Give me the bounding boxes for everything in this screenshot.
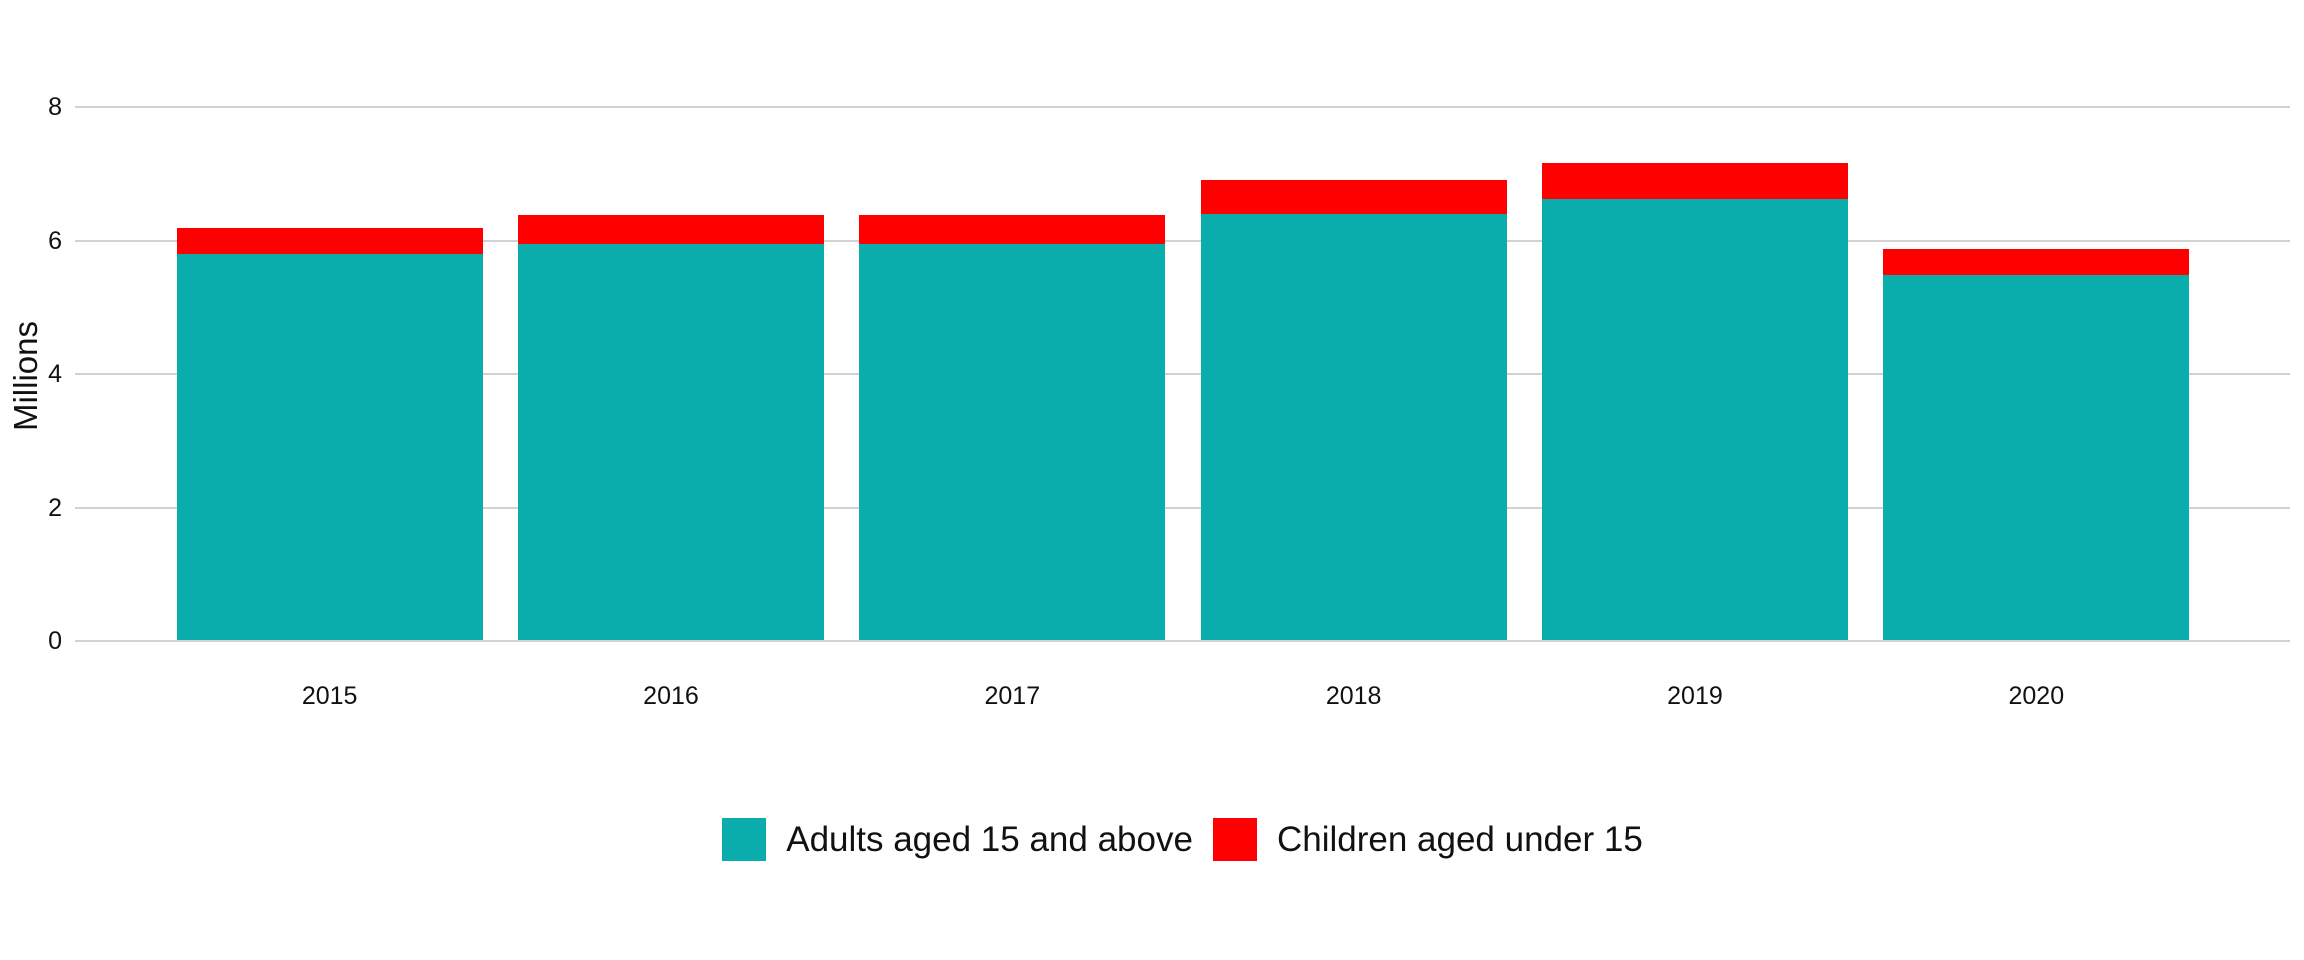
bar-segment-adults-aged-15-and-above-2020[interactable] bbox=[1883, 274, 2190, 640]
y-tick-label-0: 0 bbox=[48, 627, 62, 655]
legend-item-children-aged-under-15[interactable]: Children aged under 15 bbox=[1212, 818, 1643, 861]
x-tick-label-2017: 2017 bbox=[984, 682, 1041, 710]
y-tick-label-2: 2 bbox=[48, 493, 62, 522]
y-tick-label-4: 4 bbox=[48, 360, 62, 388]
y-tick-label-6: 6 bbox=[48, 226, 62, 255]
bar-segment-children-aged-under-15-2019[interactable] bbox=[1541, 163, 1848, 199]
bar-segment-adults-aged-15-and-above-2018[interactable] bbox=[1200, 214, 1507, 640]
plot-area bbox=[159, 0, 2207, 640]
x-tick-label-2015: 2015 bbox=[301, 682, 358, 710]
x-tick-label-2020: 2020 bbox=[2008, 682, 2065, 710]
legend: Adults aged 15 and above Children aged un… bbox=[75, 818, 2290, 861]
bar-2015 bbox=[176, 227, 483, 640]
gridline-2 bbox=[75, 506, 2290, 509]
bar-band-2019 bbox=[1524, 0, 1865, 640]
bar-band-2017 bbox=[842, 0, 1183, 640]
legend-swatch-adults-aged-15-and-above bbox=[722, 818, 767, 861]
bar-2020 bbox=[1883, 248, 2190, 640]
gridline-0 bbox=[75, 640, 2290, 642]
bar-segment-adults-aged-15-and-above-2015[interactable] bbox=[176, 254, 483, 640]
bar-segment-children-aged-under-15-2018[interactable] bbox=[1200, 180, 1507, 215]
x-tick-label-2018: 2018 bbox=[1325, 682, 1382, 710]
legend-item-adults-aged-15-and-above[interactable]: Adults aged 15 and above bbox=[722, 818, 1193, 861]
bar-segment-adults-aged-15-and-above-2017[interactable] bbox=[859, 244, 1166, 640]
legend-swatch-children-aged-under-15 bbox=[1212, 818, 1257, 861]
bar-band-2016 bbox=[500, 0, 841, 640]
y-tick-label-8: 8 bbox=[48, 93, 62, 121]
legend-label-adults-aged-15-and-above: Adults aged 15 and above bbox=[786, 819, 1193, 859]
bar-segment-adults-aged-15-and-above-2016[interactable] bbox=[517, 244, 824, 640]
bar-segment-adults-aged-15-and-above-2019[interactable] bbox=[1541, 198, 1848, 640]
bar-2019 bbox=[1541, 163, 1848, 640]
bar-2017 bbox=[859, 214, 1166, 640]
bar-segment-children-aged-under-15-2020[interactable] bbox=[1883, 248, 2190, 275]
bar-segment-children-aged-under-15-2015[interactable] bbox=[176, 227, 483, 255]
x-tick-label-2016: 2016 bbox=[643, 682, 699, 710]
bar-2018 bbox=[1200, 180, 1507, 640]
x-axis-tick-labels: 2015 2016 2017 2018 2019 2020 bbox=[159, 681, 2207, 711]
gridline-4 bbox=[75, 373, 2290, 375]
x-tick-label-2019: 2019 bbox=[1667, 682, 1723, 710]
gridline-8 bbox=[75, 106, 2290, 108]
bar-segment-children-aged-under-15-2016[interactable] bbox=[517, 214, 824, 245]
bar-segment-children-aged-under-15-2017[interactable] bbox=[859, 214, 1166, 245]
bar-band-2020 bbox=[1866, 0, 2207, 640]
bar-band-2015 bbox=[159, 0, 500, 640]
bar-band-2018 bbox=[1183, 0, 1524, 640]
legend-label-children-aged-under-15: Children aged under 15 bbox=[1276, 819, 1643, 859]
bar-2016 bbox=[517, 214, 824, 640]
gridline-6 bbox=[75, 239, 2290, 242]
